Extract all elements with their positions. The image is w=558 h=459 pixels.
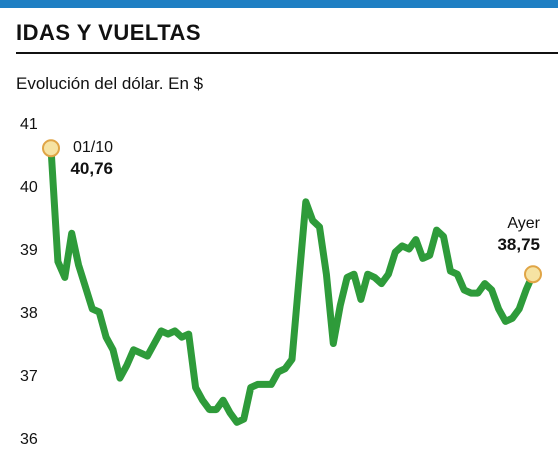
y-tick-label: 41 — [20, 116, 38, 133]
y-tick-label: 39 — [20, 242, 38, 259]
y-tick-label: 38 — [20, 305, 38, 322]
y-axis-ticks: 41 40 39 38 37 36 — [20, 116, 38, 448]
start-value-label: 40,76 — [70, 159, 113, 178]
chart-subtitle: Evolución del dólar. En $ — [16, 74, 204, 93]
y-tick-label: 37 — [20, 368, 38, 385]
end-point-marker — [524, 265, 542, 284]
top-accent-bar — [0, 0, 558, 8]
start-point-marker — [42, 139, 60, 158]
annotations-group: 01/10 40,76 Ayer 38,75 — [42, 139, 542, 284]
chart-title: IDAS Y VUELTAS — [16, 20, 202, 45]
start-date-label: 01/10 — [73, 139, 113, 156]
title-divider — [16, 52, 558, 54]
series-line — [47, 144, 537, 426]
y-tick-label: 40 — [20, 179, 38, 196]
end-value-label: 38,75 — [497, 235, 540, 254]
y-tick-label: 36 — [20, 431, 38, 448]
series-group — [47, 144, 537, 426]
end-date-label: Ayer — [507, 215, 540, 232]
